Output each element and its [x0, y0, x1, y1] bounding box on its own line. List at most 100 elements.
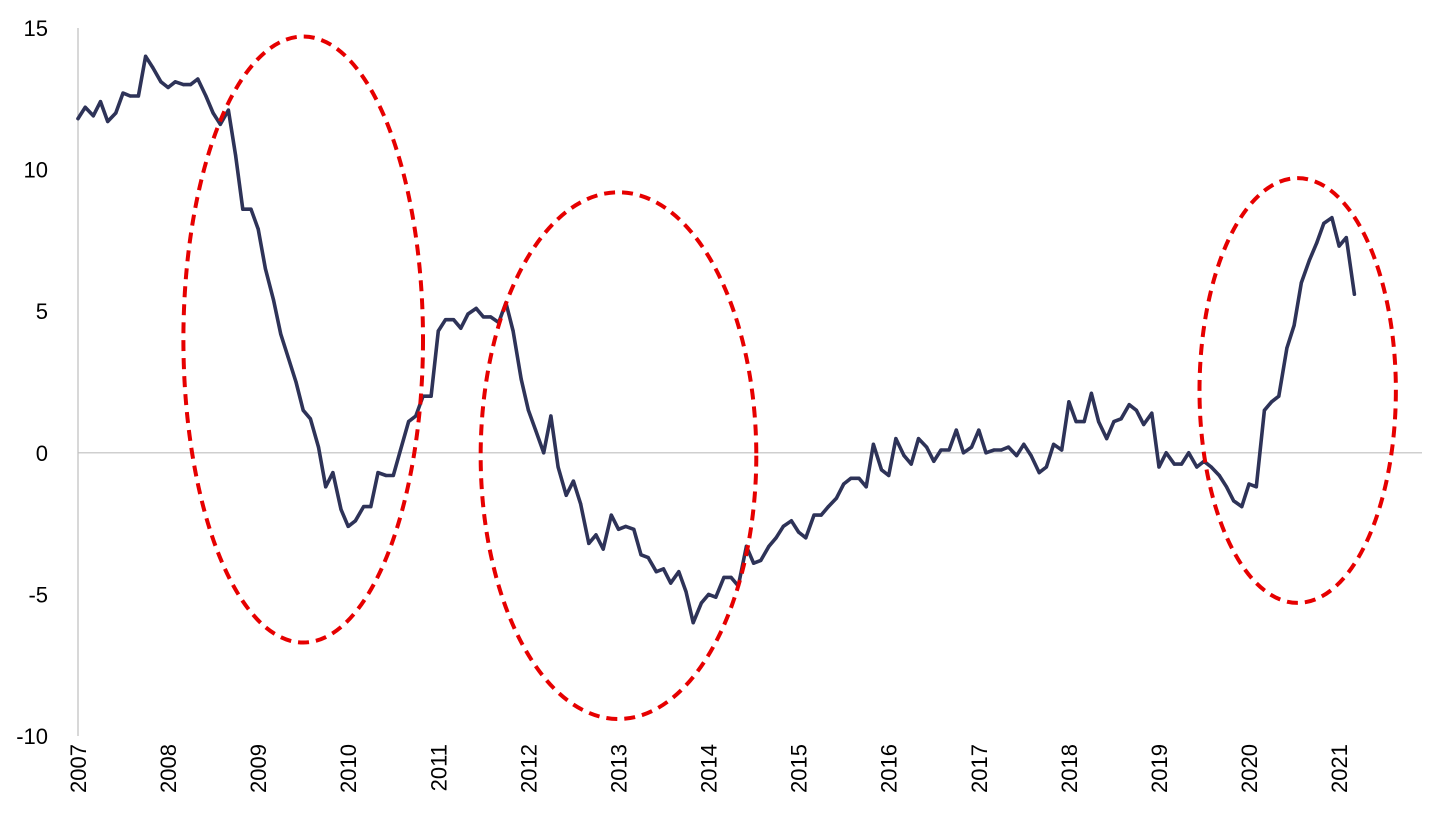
x-tick-label: 2011: [426, 744, 451, 791]
data-point: [925, 445, 929, 449]
data-point: [639, 553, 643, 557]
data-point: [1006, 445, 1011, 449]
data-point: [339, 507, 343, 511]
data-point: [894, 437, 898, 441]
data-point: [939, 448, 943, 452]
data-point: [294, 380, 298, 384]
data-point: [609, 513, 613, 517]
data-point: [954, 428, 958, 432]
y-tick-label: -10: [16, 724, 48, 749]
data-point: [1292, 323, 1296, 327]
data-point: [189, 83, 193, 87]
data-point: [1217, 473, 1221, 478]
data-point: [1164, 451, 1168, 455]
data-point: [789, 519, 794, 523]
y-tick-label: 5: [36, 299, 48, 324]
x-tick-label: 2019: [1147, 744, 1172, 793]
data-point: [1262, 408, 1266, 412]
data-point: [932, 459, 936, 463]
y-tick-label: 10: [24, 158, 48, 183]
data-point: [286, 354, 290, 359]
data-point: [902, 454, 906, 458]
data-point: [1022, 442, 1026, 446]
data-point: [362, 505, 366, 509]
data-point: [1224, 485, 1229, 489]
data-point: [466, 312, 470, 316]
series-layer: [76, 54, 1357, 625]
data-point: [279, 332, 283, 336]
data-point: [579, 502, 583, 506]
data-point: [256, 227, 260, 231]
data-point: [534, 428, 538, 432]
data-point: [849, 476, 853, 480]
data-point: [346, 524, 350, 529]
data-point: [1172, 462, 1176, 466]
data-point: [173, 80, 177, 84]
x-tick-label: 2015: [787, 744, 812, 793]
data-point: [774, 536, 778, 540]
data-point: [616, 527, 621, 531]
highlight-ellipse: [1197, 176, 1398, 605]
x-tick-label: 2017: [967, 744, 992, 793]
data-point: [1134, 408, 1138, 412]
data-point: [819, 513, 823, 517]
data-point: [1082, 420, 1086, 424]
data-point: [587, 541, 591, 546]
data-point: [263, 267, 267, 271]
data-point: [91, 114, 95, 118]
data-point: [398, 448, 403, 452]
data-point: [301, 408, 305, 412]
data-point: [842, 482, 846, 486]
data-point: [1270, 400, 1274, 404]
data-point: [864, 485, 868, 489]
data-point: [646, 556, 650, 560]
y-tick-labels: 15 10 5 0 -5 -10: [16, 16, 48, 749]
data-point: [1150, 411, 1154, 415]
data-point: [1315, 241, 1319, 245]
data-point: [871, 442, 876, 446]
data-point: [571, 479, 576, 483]
data-point: [1037, 471, 1041, 475]
data-point: [452, 318, 456, 322]
data-point: [961, 451, 966, 455]
data-point: [834, 496, 839, 500]
data-point: [1187, 451, 1191, 455]
data-point: [489, 315, 493, 319]
data-point: [669, 581, 673, 585]
data-point: [481, 315, 485, 319]
data-point: [443, 318, 448, 322]
data-point: [331, 471, 335, 475]
data-point: [204, 94, 208, 98]
data-point: [752, 561, 756, 565]
data-point: [624, 524, 628, 529]
data-point: [947, 448, 951, 452]
data-point: [564, 493, 568, 497]
x-tick-label: 2020: [1237, 744, 1262, 793]
data-point: [1344, 236, 1348, 240]
data-point: [1307, 258, 1311, 262]
data-point: [459, 326, 463, 330]
data-point: [707, 592, 711, 597]
data-point: [121, 91, 125, 95]
data-point: [1157, 465, 1161, 469]
annotation-layer: [181, 34, 1398, 722]
data-point: [1142, 422, 1146, 427]
data-point: [271, 298, 276, 302]
data-point: [1247, 482, 1251, 486]
data-point: [324, 485, 328, 489]
data-point: [556, 465, 560, 469]
data-point: [414, 414, 418, 418]
data-point: [916, 437, 921, 441]
data-point: [879, 468, 884, 472]
data-point: [677, 570, 681, 574]
data-point: [384, 473, 388, 478]
y-tick-label: 0: [36, 441, 48, 466]
data-point: [226, 108, 230, 112]
x-tick-label: 2010: [336, 744, 361, 793]
data-point: [436, 329, 440, 333]
data-point: [376, 471, 380, 475]
data-point: [474, 306, 478, 310]
data-point: [369, 505, 373, 509]
data-point: [1330, 216, 1334, 220]
data-point: [1232, 499, 1236, 503]
